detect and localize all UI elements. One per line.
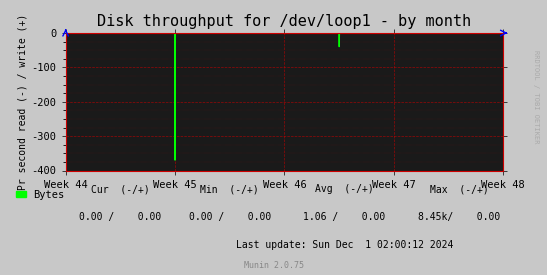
Text: 1.06 /    0.00: 1.06 / 0.00 bbox=[304, 212, 386, 222]
Title: Disk throughput for /dev/loop1 - by month: Disk throughput for /dev/loop1 - by mont… bbox=[97, 14, 472, 29]
Text: 0.00 /    0.00: 0.00 / 0.00 bbox=[189, 212, 271, 222]
Text: Avg  (-/+): Avg (-/+) bbox=[315, 185, 374, 194]
Y-axis label: Pr second read (-) / write (+): Pr second read (-) / write (+) bbox=[18, 14, 27, 190]
Text: Munin 2.0.75: Munin 2.0.75 bbox=[243, 261, 304, 270]
Text: 8.45k/    0.00: 8.45k/ 0.00 bbox=[418, 212, 501, 222]
Text: Bytes: Bytes bbox=[33, 190, 64, 200]
Text: Max  (-/+): Max (-/+) bbox=[430, 185, 489, 194]
Text: Last update: Sun Dec  1 02:00:12 2024: Last update: Sun Dec 1 02:00:12 2024 bbox=[236, 240, 453, 249]
Text: Cur  (-/+): Cur (-/+) bbox=[91, 185, 150, 194]
Text: Min  (-/+): Min (-/+) bbox=[200, 185, 259, 194]
Text: RRDTOOL / TOBI OETIKER: RRDTOOL / TOBI OETIKER bbox=[533, 50, 539, 143]
Text: 0.00 /    0.00: 0.00 / 0.00 bbox=[79, 212, 161, 222]
